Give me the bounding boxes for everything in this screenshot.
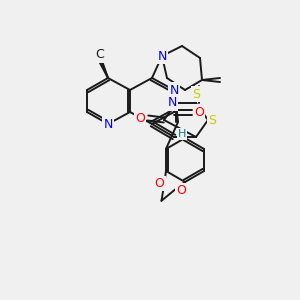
Text: S: S xyxy=(192,88,200,100)
Text: C: C xyxy=(96,49,104,62)
Text: N: N xyxy=(157,50,167,62)
Text: N: N xyxy=(167,97,177,110)
Text: N: N xyxy=(169,83,179,97)
Text: N: N xyxy=(103,118,113,130)
Text: O: O xyxy=(176,184,186,197)
Text: S: S xyxy=(208,113,216,127)
Text: O: O xyxy=(155,177,165,190)
Text: H: H xyxy=(178,129,186,139)
Text: O: O xyxy=(135,112,145,124)
Text: O: O xyxy=(194,106,204,118)
